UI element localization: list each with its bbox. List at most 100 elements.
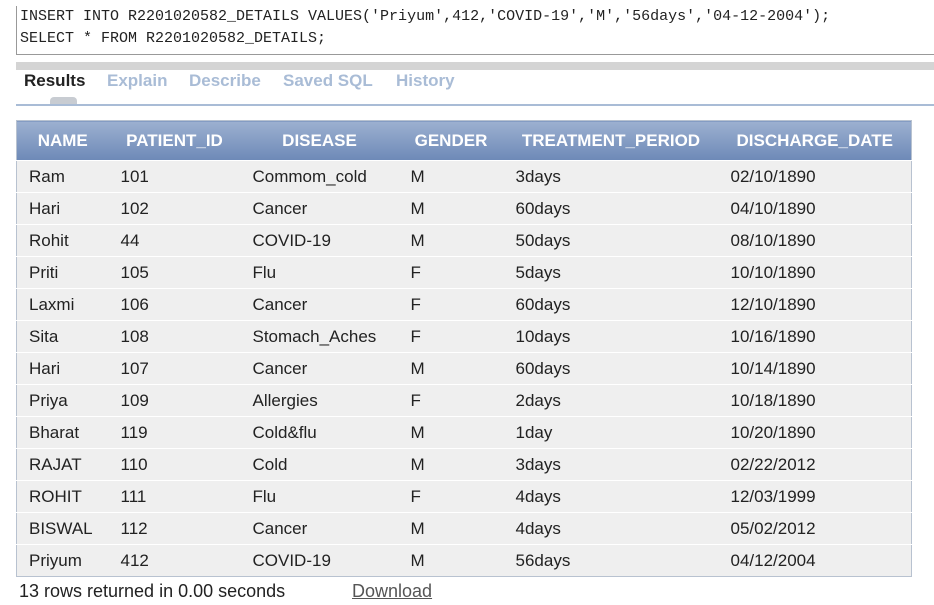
table-row: Priyum 412 COVID-19 M 56days 04/12/2004 (16, 544, 912, 577)
table-cell: M (398, 352, 504, 385)
table-row: RAJAT 110 Cold M 3days 02/22/2012 (16, 448, 912, 481)
table-cell: M (398, 160, 504, 193)
table-cell: M (398, 192, 504, 225)
table-cell: 107 (108, 352, 241, 385)
table-cell: Sita (16, 320, 109, 353)
column-header[interactable]: DISEASE (240, 120, 399, 161)
table-cell: F (398, 384, 504, 417)
table-cell: 110 (108, 448, 241, 481)
table-cell: 50days (503, 224, 719, 257)
table-cell: 108 (108, 320, 241, 353)
table-row: Priya 109 Allergies F 2days 10/18/1890 (16, 384, 912, 417)
table-cell: 1day (503, 416, 719, 449)
table-cell: Flu (240, 256, 399, 289)
column-header[interactable]: GENDER (398, 120, 504, 161)
table-cell: 60days (503, 192, 719, 225)
table-cell: 60days (503, 352, 719, 385)
table-cell: Commom_cold (240, 160, 399, 193)
table-cell: F (398, 288, 504, 321)
table-cell: Cold (240, 448, 399, 481)
table-row: BISWAL 112 Cancer M 4days 05/02/2012 (16, 512, 912, 545)
table-cell: M (398, 512, 504, 545)
table-cell: 05/02/2012 (718, 512, 912, 545)
table-cell: F (398, 256, 504, 289)
tab[interactable]: History (396, 71, 455, 90)
table-cell: Hari (16, 352, 109, 385)
download-link[interactable]: Download (352, 581, 433, 601)
table-cell: Cancer (240, 352, 399, 385)
table-cell: Flu (240, 480, 399, 513)
table-cell: M (398, 448, 504, 481)
header-row: NAME PATIENT_ID DISEASE GENDER TREATMENT_PER… (16, 120, 912, 161)
table-cell: ROHIT (16, 480, 109, 513)
table-cell: 119 (108, 416, 241, 449)
tab[interactable]: Saved SQL (283, 71, 373, 90)
tab[interactable]: Explain (107, 71, 168, 90)
table-row: Hari 102 Cancer M 60days 04/10/1890 (16, 192, 912, 225)
table-cell: 412 (108, 544, 241, 577)
splitter (16, 62, 934, 70)
table-cell: Allergies (240, 384, 399, 417)
table-cell: 4days (503, 512, 719, 545)
column-header[interactable]: PATIENT_ID (108, 120, 241, 161)
column-header[interactable]: TREATMENT_PERIOD (503, 120, 719, 161)
table-cell: 111 (108, 480, 241, 513)
table-row: ROHIT 111 Flu F 4days 12/03/1999 (16, 480, 912, 513)
table-cell: 10/20/1890 (718, 416, 912, 449)
table-cell: 5days (503, 256, 719, 289)
code-line: INSERT INTO R2201020582_DETAILS VALUES('… (20, 8, 831, 25)
code-line: SELECT * FROM R2201020582_DETAILS; (20, 30, 327, 47)
table-cell: BISWAL (16, 512, 109, 545)
table-cell: Hari (16, 192, 109, 225)
table-row: Bharat 119 Cold&flu M 1day 10/20/1890 (16, 416, 912, 449)
table-row: Priti 105 Flu F 5days 10/10/1890 (16, 256, 912, 289)
table-cell: 2days (503, 384, 719, 417)
row-count: 13 rows returned in 0.00 seconds (19, 581, 286, 601)
table-cell: Priyum (16, 544, 109, 577)
sql-editor[interactable]: INSERT INTO R2201020582_DETAILS VALUES('… (16, 6, 934, 55)
column-header[interactable]: DISCHARGE_DATE (718, 120, 912, 161)
table-cell: 3days (503, 448, 719, 481)
table-cell: 106 (108, 288, 241, 321)
table-row: Rohit 44 COVID-19 M 50days 08/10/1890 (16, 224, 912, 257)
tab-bar: Results Explain Describe Saved SQL History (16, 70, 934, 106)
table-cell: 60days (503, 288, 719, 321)
table-cell: 3days (503, 160, 719, 193)
table-cell: 04/12/2004 (718, 544, 912, 577)
table-cell: 10/14/1890 (718, 352, 912, 385)
table-cell: 112 (108, 512, 241, 545)
table-cell: Bharat (16, 416, 109, 449)
table-cell: 56days (503, 544, 719, 577)
table-cell: F (398, 480, 504, 513)
table-cell: 02/10/1890 (718, 160, 912, 193)
table-cell: Cancer (240, 512, 399, 545)
table-cell: M (398, 224, 504, 257)
table-cell: COVID-19 (240, 544, 399, 577)
table-cell: 10/16/1890 (718, 320, 912, 353)
table-cell: RAJAT (16, 448, 109, 481)
table-cell: Cancer (240, 192, 399, 225)
table-cell: 02/22/2012 (718, 448, 912, 481)
table-cell: 12/10/1890 (718, 288, 912, 321)
column-header[interactable]: NAME (16, 120, 109, 161)
table-cell: Laxmi (16, 288, 109, 321)
table-cell: 105 (108, 256, 241, 289)
results-table: NAME PATIENT_ID DISEASE GENDER TREATMENT_PER… (16, 120, 912, 577)
table-cell: Cancer (240, 288, 399, 321)
tab[interactable]: Describe (189, 71, 261, 90)
table-cell: M (398, 416, 504, 449)
table-cell: Stomach_Aches (240, 320, 399, 353)
table-cell: 12/03/1999 (718, 480, 912, 513)
tab-indicator (50, 97, 77, 104)
tab[interactable]: Results (24, 71, 86, 90)
table-cell: 4days (503, 480, 719, 513)
table-row: Sita 108 Stomach_Aches F 10days 10/16/1890 (16, 320, 912, 353)
table-cell: Cold&flu (240, 416, 399, 449)
table-cell: 10/18/1890 (718, 384, 912, 417)
table-cell: 101 (108, 160, 241, 193)
table-cell: Ram (16, 160, 109, 193)
table-cell: Rohit (16, 224, 109, 257)
table-row: Hari 107 Cancer M 60days 10/14/1890 (16, 352, 912, 385)
